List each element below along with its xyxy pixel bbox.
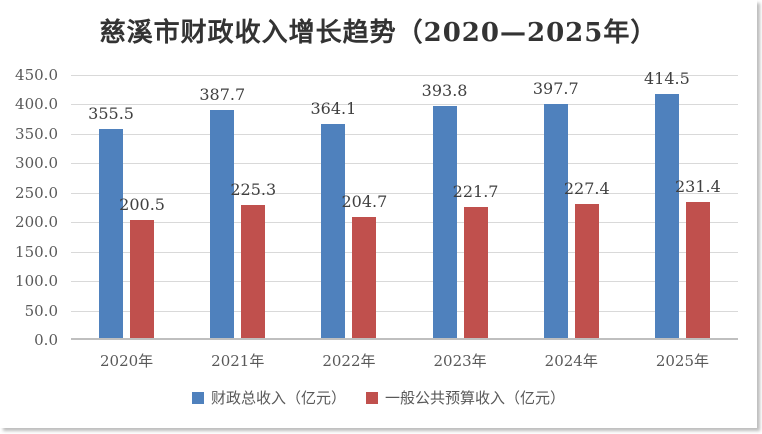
bar: 221.7 <box>453 184 498 338</box>
gridline <box>71 281 738 283</box>
legend-label-budget-revenue: 一般公共预算收入（亿元） <box>385 389 566 407</box>
bar-data-label: 355.5 <box>88 103 134 123</box>
bar: 393.8 <box>422 83 467 338</box>
legend-item-budget-revenue: 一般公共预算收入（亿元） <box>366 387 565 408</box>
bar-data-label: 364.1 <box>310 98 357 118</box>
x-tick-label: 2021年 <box>211 352 265 370</box>
legend-swatch-red-icon <box>366 391 378 404</box>
bar-data-label: 393.8 <box>421 81 468 101</box>
gridline <box>71 222 738 224</box>
bar-data-label: 227.4 <box>563 179 610 199</box>
x-axis: 2020年 2021年 2022年 2023年 2024年 2025年 <box>71 350 738 370</box>
bar-data-label: 225.3 <box>230 180 277 200</box>
gridline <box>71 133 738 135</box>
y-tick-label: 300.0 <box>15 154 58 173</box>
y-tick-label: 450.0 <box>15 66 58 84</box>
chart-title: 慈溪市财政收入增长趋势（2020—2025年） <box>99 18 658 48</box>
y-tick-label: 200.0 <box>15 213 58 232</box>
legend: 财政总收入（亿元） 一般公共预算收入（亿元） <box>0 387 757 408</box>
gridline <box>71 310 738 312</box>
gridline <box>71 75 738 76</box>
gridline <box>71 163 738 165</box>
y-tick-label: 150.0 <box>15 242 58 261</box>
y-tick-label: 400.0 <box>15 95 58 114</box>
x-tick-label: 2024年 <box>544 352 598 370</box>
bar-group-2022年: 364.1 204.7 <box>293 75 404 338</box>
y-tick-label: 50.0 <box>24 301 58 320</box>
gridline <box>71 251 738 253</box>
bar-group-2021年: 387.7 225.3 <box>182 75 293 338</box>
legend-swatch-blue-icon <box>191 391 204 404</box>
bar: 225.3 <box>230 182 276 338</box>
bar-group-2024年: 397.7 227.4 <box>516 75 627 338</box>
x-tick-label: 2023年 <box>433 352 487 370</box>
bar-data-label: 204.7 <box>341 192 388 212</box>
bar-data-label: 397.7 <box>532 78 579 98</box>
bar: 227.4 <box>564 181 610 338</box>
y-tick-label: 250.0 <box>15 183 58 202</box>
x-tick-label: 2020年 <box>99 352 154 370</box>
bar-group-2023年: 393.8 221.7 <box>405 75 516 338</box>
bar: 231.4 <box>675 178 721 338</box>
y-tick-label: 100.0 <box>15 272 58 291</box>
bar-group-2025年: 414.5 231.4 <box>627 70 738 338</box>
bar: 204.7 <box>342 194 387 338</box>
bar: 364.1 <box>311 100 356 338</box>
y-axis: 0.0 50.0 100.0 150.0 200.0 250.0 300.0 350.0 400… <box>0 66 60 349</box>
bar-data-label: 414.5 <box>644 68 690 88</box>
plot-area: 355.5 200.5 387.7 225.3 364.1 204.7 393.8 221.7… <box>71 70 738 340</box>
gridline <box>71 192 738 194</box>
y-tick-label: 350.0 <box>15 124 58 143</box>
chart-image: 慈溪市财政收入增长趋势（2020—2025年） 0.0 50.0 100.0 150.… <box>0 18 757 408</box>
y-tick-label: 0.0 <box>34 331 58 349</box>
bar: 387.7 <box>199 86 245 338</box>
bar-data-label: 221.7 <box>452 182 499 202</box>
bar: 397.7 <box>533 80 579 338</box>
gridline <box>71 104 738 106</box>
bar-data-label: 387.7 <box>199 84 246 104</box>
bar: 200.5 <box>119 196 165 338</box>
bar: 414.5 <box>644 70 690 338</box>
bar-group-2020年: 355.5 200.5 <box>71 75 182 338</box>
legend-item-total-revenue: 财政总收入（亿元） <box>191 387 346 408</box>
bar-data-label: 231.4 <box>675 176 721 196</box>
x-tick-label: 2022年 <box>322 352 376 370</box>
bar: 355.5 <box>88 105 134 338</box>
legend-label-total-revenue: 财政总收入（亿元） <box>210 389 346 407</box>
bar-data-label: 200.5 <box>119 194 165 214</box>
x-tick-label: 2025年 <box>655 352 709 370</box>
